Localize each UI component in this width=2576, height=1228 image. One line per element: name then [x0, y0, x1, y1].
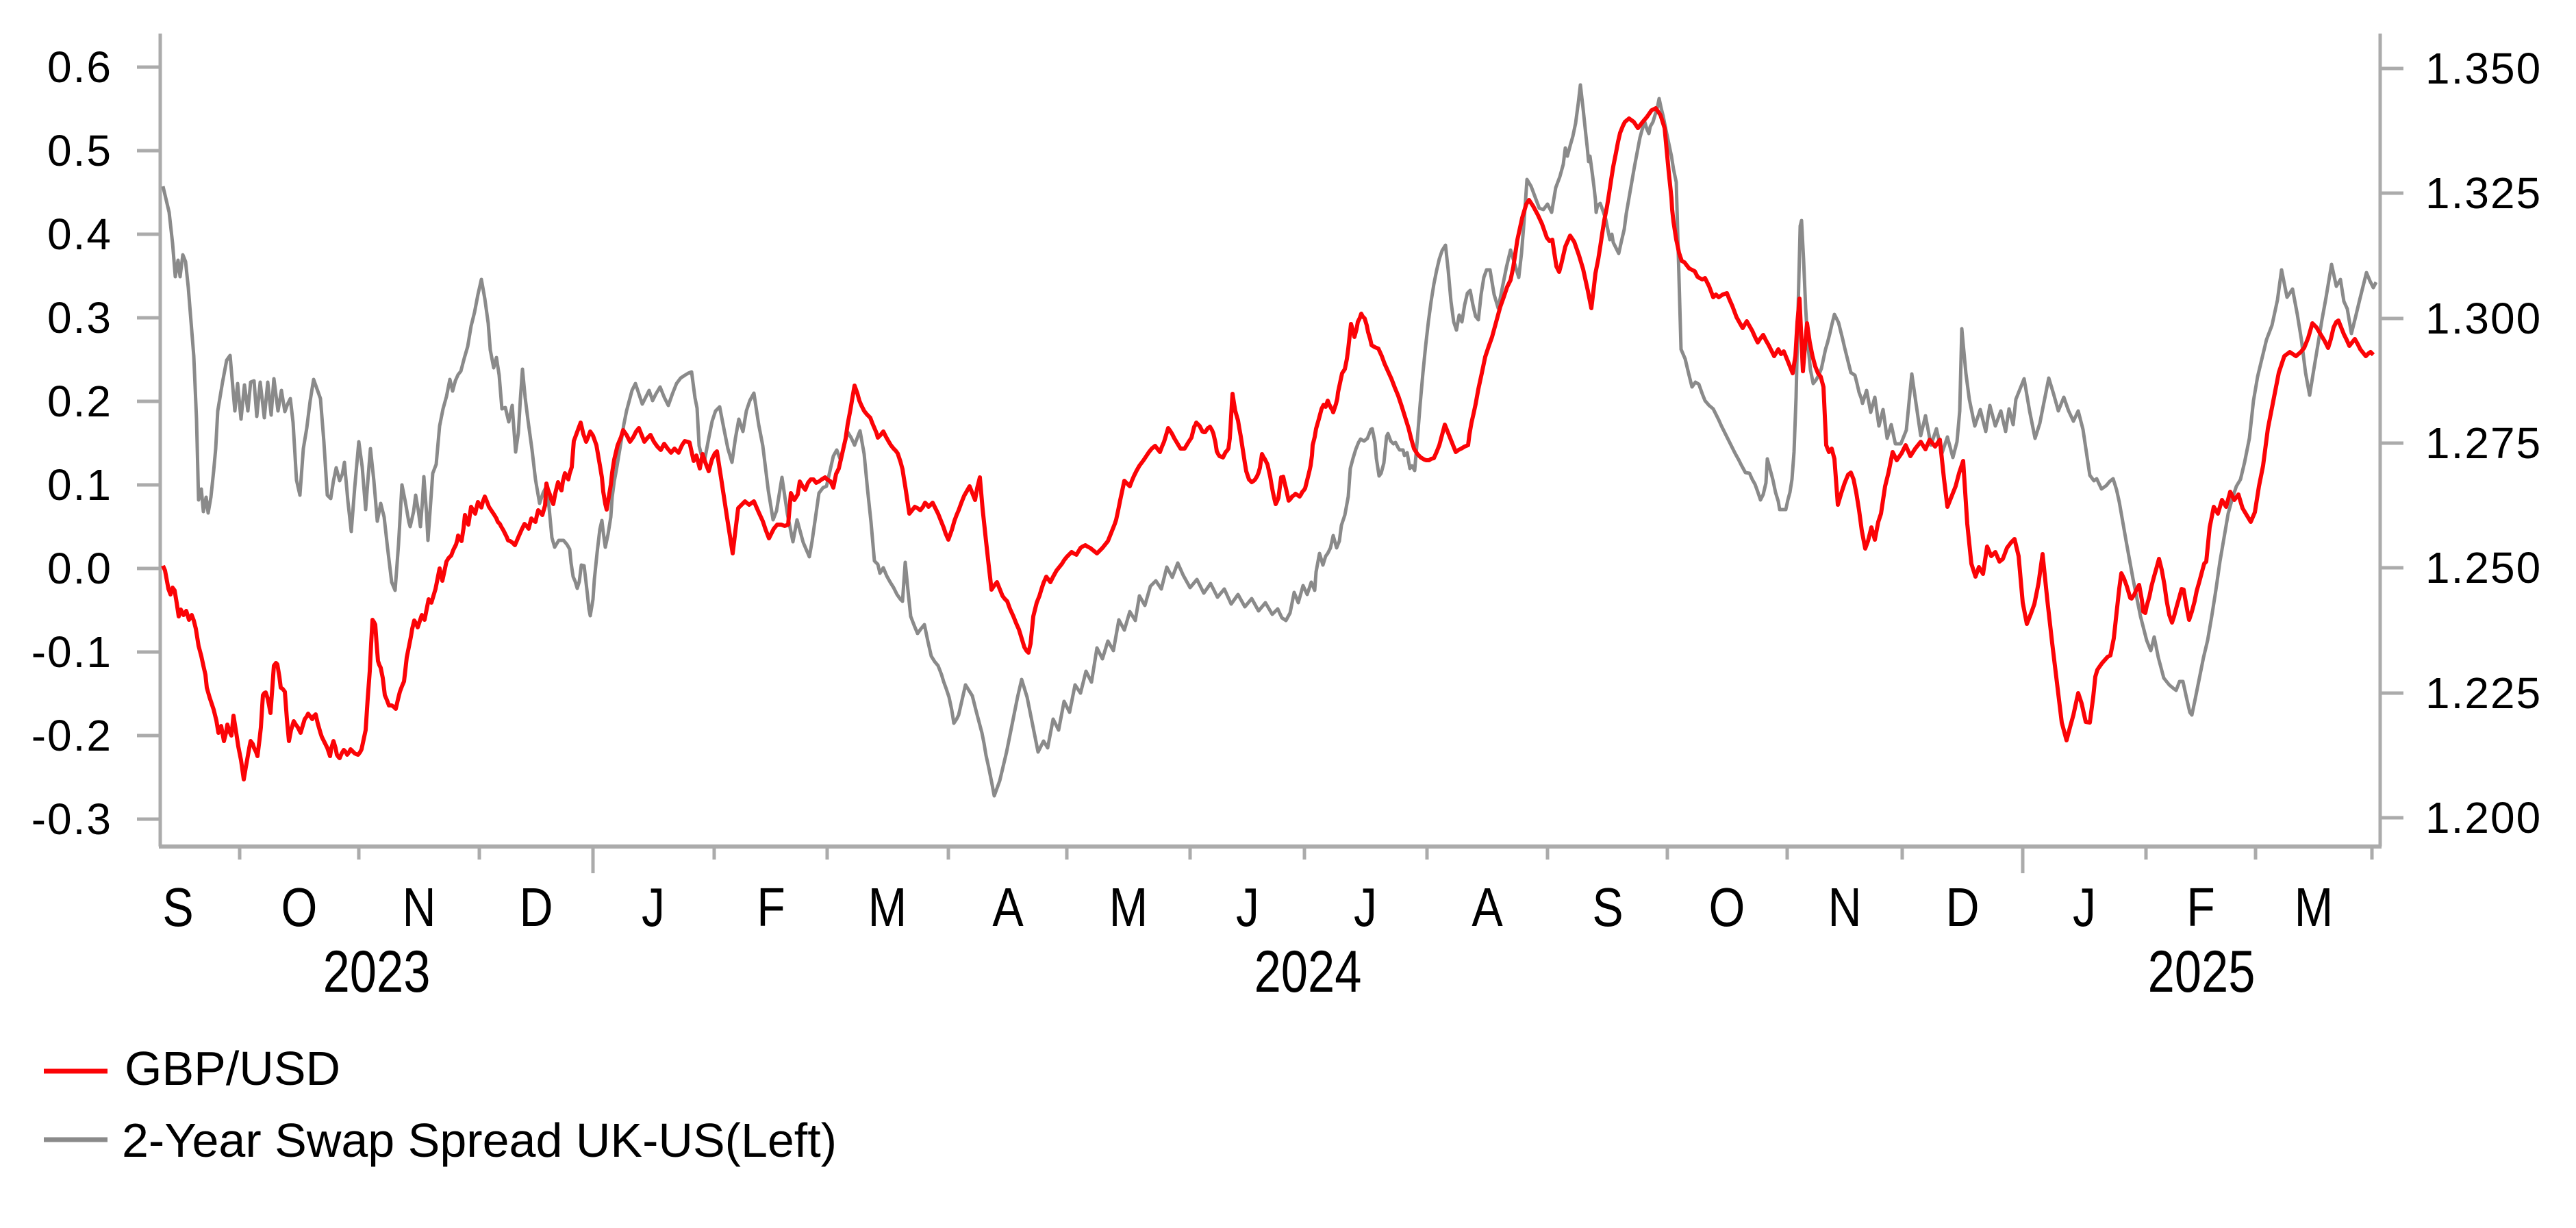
- svg-text:1.300: 1.300: [2425, 294, 2542, 343]
- svg-text:O: O: [281, 877, 318, 938]
- svg-text:J: J: [642, 877, 665, 938]
- svg-text:D: D: [1945, 877, 1979, 938]
- svg-text:N: N: [402, 877, 435, 938]
- svg-text:0.1: 0.1: [47, 460, 112, 510]
- svg-text:A: A: [992, 877, 1024, 938]
- svg-text:O: O: [1709, 877, 1745, 938]
- svg-text:1.275: 1.275: [2425, 418, 2542, 468]
- svg-text:M: M: [868, 877, 907, 938]
- svg-text:0.5: 0.5: [47, 126, 112, 175]
- svg-text:1.350: 1.350: [2425, 44, 2542, 93]
- svg-text:-0.2: -0.2: [31, 711, 112, 760]
- svg-text:0.6: 0.6: [47, 42, 112, 92]
- svg-text:2-Year Swap Spread UK-US(Left): 2-Year Swap Spread UK-US(Left): [122, 1114, 837, 1167]
- svg-text:1.225: 1.225: [2425, 668, 2542, 718]
- svg-text:1.325: 1.325: [2425, 168, 2542, 218]
- svg-text:D: D: [519, 877, 553, 938]
- svg-text:GBP/USD: GBP/USD: [125, 1042, 340, 1095]
- svg-text:J: J: [2073, 877, 2096, 938]
- svg-text:S: S: [1592, 877, 1623, 938]
- svg-text:0.4: 0.4: [47, 210, 112, 259]
- svg-text:S: S: [162, 877, 193, 938]
- svg-text:M: M: [2295, 877, 2334, 938]
- svg-text:1.250: 1.250: [2425, 543, 2542, 592]
- svg-text:1.200: 1.200: [2425, 793, 2542, 842]
- svg-text:0.3: 0.3: [47, 293, 112, 342]
- svg-text:2024: 2024: [1254, 938, 1362, 1004]
- svg-text:J: J: [1236, 877, 1259, 938]
- svg-text:-0.1: -0.1: [31, 627, 112, 677]
- svg-text:F: F: [757, 877, 785, 938]
- svg-text:A: A: [1472, 877, 1503, 938]
- svg-text:J: J: [1354, 877, 1377, 938]
- svg-text:M: M: [1109, 877, 1148, 938]
- svg-text:-0.3: -0.3: [31, 794, 112, 844]
- svg-text:2023: 2023: [323, 938, 431, 1004]
- svg-text:N: N: [1828, 877, 1861, 938]
- svg-text:F: F: [2186, 877, 2215, 938]
- svg-text:2025: 2025: [2148, 938, 2256, 1004]
- svg-text:0.2: 0.2: [47, 377, 112, 426]
- svg-text:0.0: 0.0: [47, 544, 112, 593]
